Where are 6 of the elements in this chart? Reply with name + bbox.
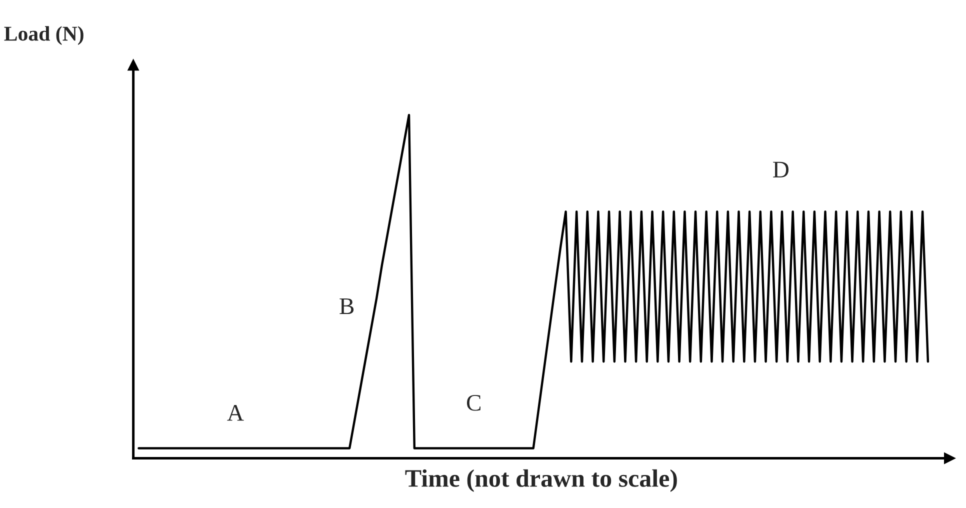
annotation: D [773, 162, 788, 178]
annotation: B [340, 298, 354, 314]
annotation: C [466, 394, 480, 411]
x-axis-title: Time (not drawn to scale) [405, 469, 677, 492]
y-axis-title: Load (N) [4, 26, 84, 46]
annotation: A [227, 404, 244, 421]
